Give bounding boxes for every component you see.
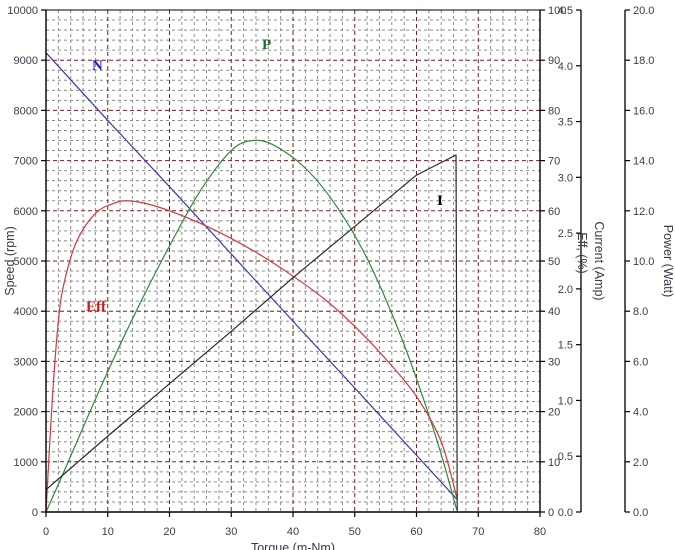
grid-lines	[46, 9, 541, 512]
current-tick-label: 0.0	[558, 507, 573, 519]
curve-label-current: I	[437, 193, 443, 209]
torque-tick-label: 60	[410, 526, 422, 538]
speed-tick-label: 2000	[14, 407, 38, 419]
current-tick-label: 3.5	[558, 117, 573, 129]
current-tick-label: 2.0	[558, 284, 573, 296]
efficiency-tick-label: 20	[548, 407, 560, 419]
power-axis-title: Power (Watt)	[661, 225, 675, 297]
torque-tick-label: 30	[225, 526, 237, 538]
efficiency-axis-title: Eff, (%)	[575, 232, 589, 273]
power-tick-label: 8.0	[633, 306, 648, 318]
power-tick-label: 16.0	[633, 105, 654, 117]
current-axis-title: Current (Amp)	[592, 221, 606, 300]
speed-tick-label: 9000	[14, 55, 38, 67]
torque-tick-label: 20	[163, 526, 175, 538]
torque-tick-label: 80	[534, 526, 546, 538]
torque-tick-label: 50	[349, 526, 361, 538]
speed-tick-label: 6000	[14, 206, 38, 218]
current-tick-label: 3.0	[558, 172, 573, 184]
current-axis-group: 0.0 0.5 1.0 1.5 2.0 2.5 3.0 3.5 4.0 4.5 Current (A…	[558, 5, 606, 519]
torque-tick-label: 0	[43, 526, 49, 538]
power-tick-label: 2.0	[633, 457, 648, 469]
current-tick-label: 1.5	[558, 340, 573, 352]
power-tick-label: 10.0	[633, 256, 654, 268]
speed-tick-label: 7000	[14, 156, 38, 168]
curve-i	[45, 154, 458, 513]
torque-tick-label: 40	[287, 526, 299, 538]
efficiency-axis-group: 0 10 20 30 40 50 60 70 80 90 100	[540, 5, 566, 519]
speed-axis-title: Speed (rpm)	[3, 226, 17, 295]
speed-axis-group: 0 1000 2000 3000 4000 5000 6000 7000 8000 9000 100…	[3, 5, 46, 519]
efficiency-tick-label: 60	[548, 206, 560, 218]
efficiency-tick-label: 90	[548, 55, 560, 67]
speed-tick-label: 8000	[14, 105, 38, 117]
power-tick-label: 20.0	[633, 5, 654, 17]
efficiency-tick-label: 80	[548, 105, 560, 117]
efficiency-tick-label: 30	[548, 356, 560, 368]
efficiency-tick-label: 10	[548, 457, 560, 469]
data-curves	[45, 52, 458, 513]
torque-axis-group: 0 10 20 30 40 50 60 70 80 Torque (m-Nm)	[43, 512, 546, 550]
current-tick-label: 0.5	[558, 451, 573, 463]
power-tick-label: 12.0	[633, 206, 654, 218]
power-tick-label: 4.0	[633, 407, 648, 419]
speed-tick-label: 5000	[14, 256, 38, 268]
speed-tick-label: 0	[32, 507, 38, 519]
curve-labels: N P Eff I	[86, 37, 443, 315]
current-tick-label: 1.0	[558, 395, 573, 407]
efficiency-tick-label: 70	[548, 156, 560, 168]
torque-tick-label: 10	[102, 526, 114, 538]
curve-n	[45, 52, 458, 500]
current-tick-label: 4.5	[558, 5, 573, 17]
speed-tick-label: 4000	[14, 306, 38, 318]
torque-axis-title: Torque (m-Nm)	[251, 541, 335, 550]
curve-label-speed: N	[92, 58, 103, 74]
power-tick-label: 6.0	[633, 356, 648, 368]
curve-label-power: P	[262, 37, 271, 53]
power-tick-label: 18.0	[633, 55, 654, 67]
curve-label-efficiency: Eff	[86, 299, 107, 315]
efficiency-tick-label: 0	[548, 507, 554, 519]
speed-tick-label: 10000	[7, 5, 38, 17]
current-tick-label: 2.5	[558, 228, 573, 240]
power-tick-label: 14.0	[633, 156, 654, 168]
efficiency-tick-label: 100	[548, 5, 566, 17]
current-tick-label: 4.0	[558, 61, 573, 73]
speed-tick-label: 3000	[14, 356, 38, 368]
efficiency-tick-label: 50	[548, 256, 560, 268]
curve-p	[45, 139, 458, 513]
efficiency-tick-label: 40	[548, 306, 560, 318]
curve-eff	[45, 200, 458, 513]
torque-tick-label: 70	[472, 526, 484, 538]
speed-tick-label: 1000	[14, 457, 38, 469]
power-axis-group: 0.0 2.0 4.0 6.0 8.0 10.0 12.0 14.0 16.0 18.0 20.0 P…	[624, 5, 675, 519]
power-tick-label: 0.0	[633, 507, 648, 519]
